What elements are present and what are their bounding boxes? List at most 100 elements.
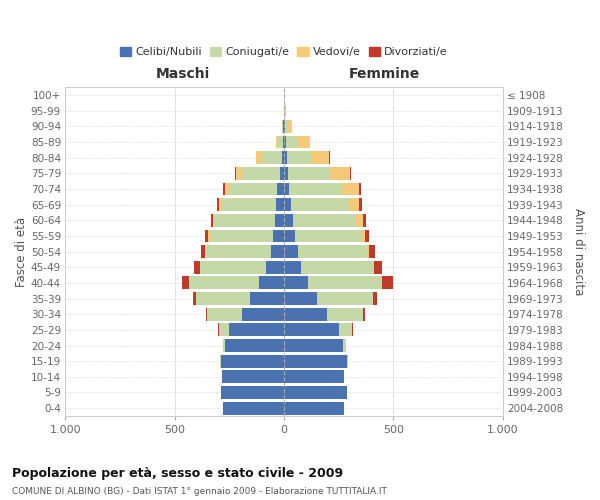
Bar xyxy=(329,151,330,164)
Bar xyxy=(201,245,205,258)
Bar xyxy=(367,245,369,258)
Bar xyxy=(214,214,275,226)
Bar xyxy=(284,370,344,384)
Bar xyxy=(220,324,229,336)
Bar xyxy=(277,136,283,148)
Bar xyxy=(284,276,308,289)
Bar xyxy=(365,230,369,242)
Bar xyxy=(213,214,214,226)
Bar xyxy=(223,339,225,352)
Bar xyxy=(284,308,326,320)
Bar xyxy=(356,214,363,226)
Bar xyxy=(283,136,284,148)
Bar xyxy=(218,324,220,336)
Bar xyxy=(352,324,353,336)
Bar xyxy=(262,151,282,164)
Bar xyxy=(363,214,366,226)
Bar xyxy=(338,324,352,336)
Bar xyxy=(284,198,290,211)
Bar xyxy=(297,136,310,148)
Bar xyxy=(225,339,284,352)
Bar xyxy=(259,276,284,289)
Bar xyxy=(220,198,221,211)
Bar xyxy=(347,355,348,368)
Bar xyxy=(359,182,361,196)
Bar xyxy=(206,308,208,320)
Bar xyxy=(277,198,284,211)
Bar xyxy=(225,182,229,196)
Bar xyxy=(284,120,285,133)
Bar xyxy=(284,339,343,352)
Bar xyxy=(287,120,292,133)
Bar xyxy=(284,214,293,226)
Y-axis label: Anni di nascita: Anni di nascita xyxy=(572,208,585,296)
Bar xyxy=(242,308,284,320)
Bar xyxy=(208,230,209,242)
Bar xyxy=(361,230,365,242)
Bar xyxy=(229,324,284,336)
Bar xyxy=(284,230,295,242)
Bar xyxy=(223,182,225,196)
Text: Popolazione per età, sesso e stato civile - 2009: Popolazione per età, sesso e stato civil… xyxy=(12,468,343,480)
Bar xyxy=(373,292,377,305)
Bar xyxy=(206,245,271,258)
Bar xyxy=(284,386,347,399)
Bar xyxy=(284,324,338,336)
Bar xyxy=(284,136,286,148)
Bar xyxy=(271,245,284,258)
Bar xyxy=(275,214,284,226)
Bar xyxy=(250,292,284,305)
Bar xyxy=(295,230,361,242)
Legend: Celibi/Nubili, Coniugati/e, Vedovi/e, Divorziati/e: Celibi/Nubili, Coniugati/e, Vedovi/e, Di… xyxy=(117,44,451,60)
Bar xyxy=(235,167,236,179)
Bar xyxy=(277,182,284,196)
Bar xyxy=(221,386,284,399)
Bar xyxy=(342,182,359,196)
Bar xyxy=(209,230,273,242)
Bar xyxy=(343,339,346,352)
Text: Femmine: Femmine xyxy=(349,66,420,80)
Bar xyxy=(229,182,277,196)
Bar xyxy=(211,214,213,226)
Y-axis label: Fasce di età: Fasce di età xyxy=(15,216,28,286)
Bar xyxy=(311,151,329,164)
Bar xyxy=(284,167,289,179)
Bar xyxy=(266,261,284,274)
Bar xyxy=(200,261,266,274)
Bar xyxy=(220,355,221,368)
Bar xyxy=(308,276,382,289)
Bar xyxy=(290,198,349,211)
Bar xyxy=(293,214,356,226)
Bar xyxy=(284,292,317,305)
Bar xyxy=(359,198,362,211)
Bar xyxy=(373,261,374,274)
Bar xyxy=(286,136,297,148)
Bar xyxy=(217,198,220,211)
Bar xyxy=(298,245,367,258)
Bar xyxy=(301,261,373,274)
Bar xyxy=(221,355,284,368)
Bar xyxy=(369,245,375,258)
Bar xyxy=(223,402,284,414)
Bar xyxy=(326,308,363,320)
Bar xyxy=(194,261,200,274)
Bar xyxy=(205,245,206,258)
Bar xyxy=(189,276,259,289)
Text: Maschi: Maschi xyxy=(156,66,211,80)
Bar xyxy=(236,167,242,179)
Bar xyxy=(208,308,242,320)
Bar xyxy=(284,402,344,414)
Bar xyxy=(289,167,330,179)
Bar xyxy=(282,120,283,133)
Bar xyxy=(317,292,373,305)
Bar xyxy=(374,261,382,274)
Bar xyxy=(182,276,189,289)
Bar xyxy=(221,370,284,384)
Text: COMUNE DI ALBINO (BG) - Dati ISTAT 1° gennaio 2009 - Elaborazione TUTTITALIA.IT: COMUNE DI ALBINO (BG) - Dati ISTAT 1° ge… xyxy=(12,488,387,496)
Bar xyxy=(193,292,196,305)
Bar xyxy=(256,151,262,164)
Bar xyxy=(221,198,277,211)
Bar xyxy=(349,198,359,211)
Bar xyxy=(282,151,284,164)
Bar xyxy=(284,261,301,274)
